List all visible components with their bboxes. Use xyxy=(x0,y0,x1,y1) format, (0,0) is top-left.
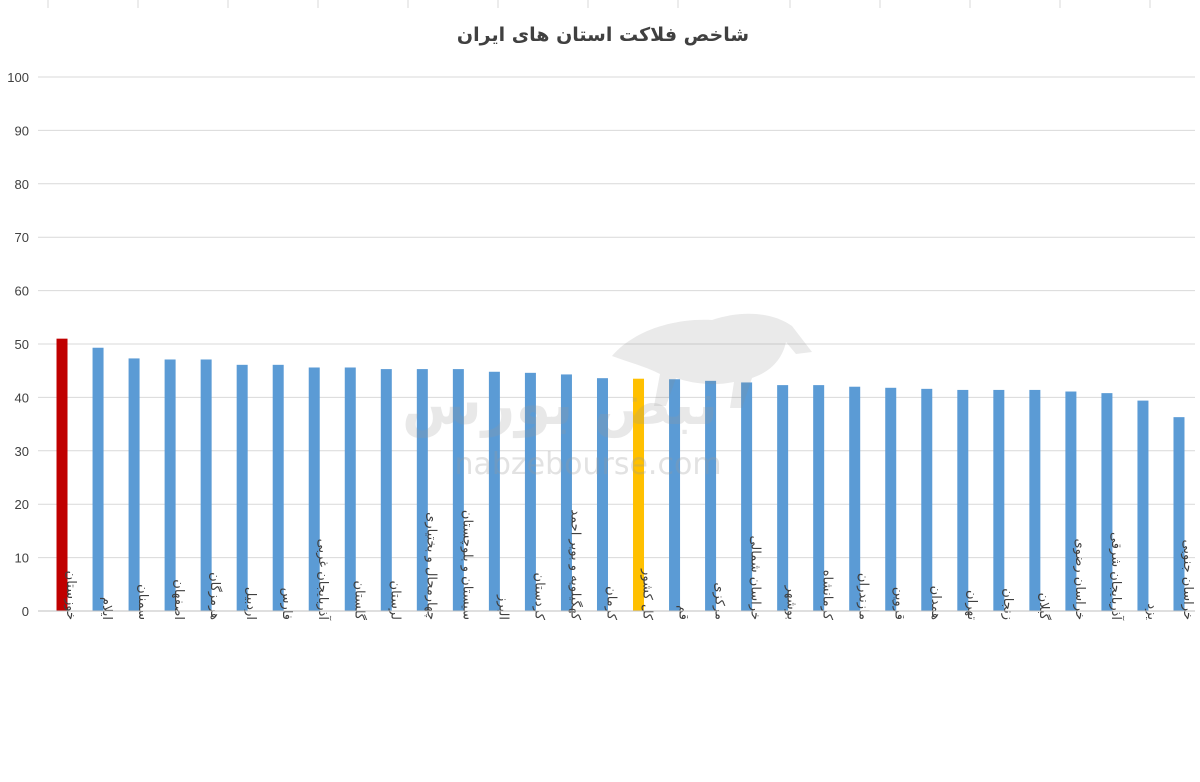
bar xyxy=(344,367,356,611)
watermark: نبض بورس nabzebourse.com xyxy=(402,313,812,482)
bar xyxy=(200,359,212,611)
x-axis-labels: خوزستان ایلام سمنان اصفهان هرمزگان اردبیل فارس… xyxy=(63,509,1195,621)
bar xyxy=(885,387,897,611)
bar xyxy=(164,359,176,611)
x-tick-label: فارس xyxy=(279,588,294,620)
x-tick-label: یزد xyxy=(1144,603,1159,620)
x-tick-label: خراسان شمالی xyxy=(748,535,763,620)
x-tick-label: گلستان xyxy=(351,580,367,620)
y-tick-label: 70 xyxy=(15,230,29,245)
watermark-url-text: nabzebourse.com xyxy=(454,447,721,482)
bar xyxy=(452,369,464,611)
x-tick-label: کهگیلویه و بویر احمد xyxy=(567,509,583,620)
y-axis-ticks: 0 10 20 30 40 50 60 70 80 90 100 xyxy=(7,70,29,619)
bar xyxy=(56,338,68,611)
x-tick-label: خوزستان xyxy=(63,571,78,620)
x-tick-label: سمنان xyxy=(135,584,150,620)
bar xyxy=(669,379,681,611)
bar xyxy=(1065,391,1077,611)
watermark-persian-text: نبض بورس xyxy=(402,370,718,439)
x-tick-label: بوشهر xyxy=(784,585,799,620)
x-tick-label: چهارمحال و بختیاری xyxy=(423,512,438,620)
y-tick-label: 80 xyxy=(15,177,29,192)
y-tick-label: 10 xyxy=(15,551,29,566)
bar xyxy=(957,389,969,611)
bar xyxy=(1101,393,1113,611)
x-tick-label: آذربایجان شرقی xyxy=(1108,532,1125,621)
bull-logo-icon xyxy=(612,313,812,408)
bar xyxy=(1137,400,1149,611)
x-tick-label: ایلام xyxy=(99,597,114,620)
x-tick-label: خراسان رضوی xyxy=(1072,538,1087,620)
x-tick-label: کرمان xyxy=(603,586,618,621)
top-edge-marks xyxy=(47,0,1151,8)
bars xyxy=(56,338,1185,611)
y-tick-label: 100 xyxy=(7,70,29,85)
bar xyxy=(777,385,789,611)
y-tick-label: 60 xyxy=(15,284,29,299)
bar xyxy=(308,367,320,611)
x-tick-label: کرمانشاه xyxy=(820,570,835,621)
x-tick-label: آذربایجان غربی xyxy=(315,539,332,622)
x-tick-label: مرکزی xyxy=(712,582,727,620)
bar xyxy=(272,364,284,611)
chart-title: شاخص فلاکت استان های ایران xyxy=(457,24,749,46)
y-tick-label: 20 xyxy=(15,497,29,512)
bar xyxy=(488,371,500,611)
y-tick-label: 0 xyxy=(22,604,29,619)
x-tick-label: کردستان xyxy=(531,573,546,621)
x-tick-label: اصفهان xyxy=(171,579,186,620)
x-tick-label: خراسان جنوبی xyxy=(1180,540,1195,620)
x-tick-label: سیستان و بلوچستان xyxy=(459,510,474,620)
bar xyxy=(92,347,104,611)
bar xyxy=(524,372,536,611)
bar xyxy=(1029,389,1041,611)
x-tick-label: گیلان xyxy=(1036,593,1052,621)
bar xyxy=(741,382,753,611)
x-tick-label: البرز xyxy=(495,594,510,620)
x-tick-label: لرستان xyxy=(387,581,402,620)
x-tick-label: همدان xyxy=(928,586,943,620)
y-tick-label: 50 xyxy=(15,337,29,352)
y-tick-label: 30 xyxy=(15,444,29,459)
y-tick-label: 40 xyxy=(15,390,29,405)
x-tick-label: کل کشور xyxy=(640,568,655,621)
bar xyxy=(416,369,428,611)
bar xyxy=(560,374,572,611)
bar xyxy=(596,378,608,611)
bar xyxy=(1173,417,1185,611)
x-tick-label: هرمزگان xyxy=(207,572,223,620)
bar xyxy=(921,388,933,611)
bar xyxy=(380,369,392,611)
x-tick-label: تهران xyxy=(964,590,979,620)
x-tick-label: مازندران xyxy=(856,573,871,620)
x-tick-label: قم xyxy=(676,605,691,620)
bar xyxy=(813,385,825,611)
x-tick-label: قزوین xyxy=(892,587,907,620)
bar xyxy=(633,378,645,611)
bar xyxy=(128,358,140,611)
x-tick-label: اردبیل xyxy=(243,587,258,620)
x-tick-label: زنجان xyxy=(1000,588,1015,620)
bar xyxy=(849,386,861,611)
bar xyxy=(993,389,1005,611)
bar xyxy=(705,380,717,611)
bar xyxy=(236,364,248,611)
y-tick-label: 90 xyxy=(15,123,29,138)
